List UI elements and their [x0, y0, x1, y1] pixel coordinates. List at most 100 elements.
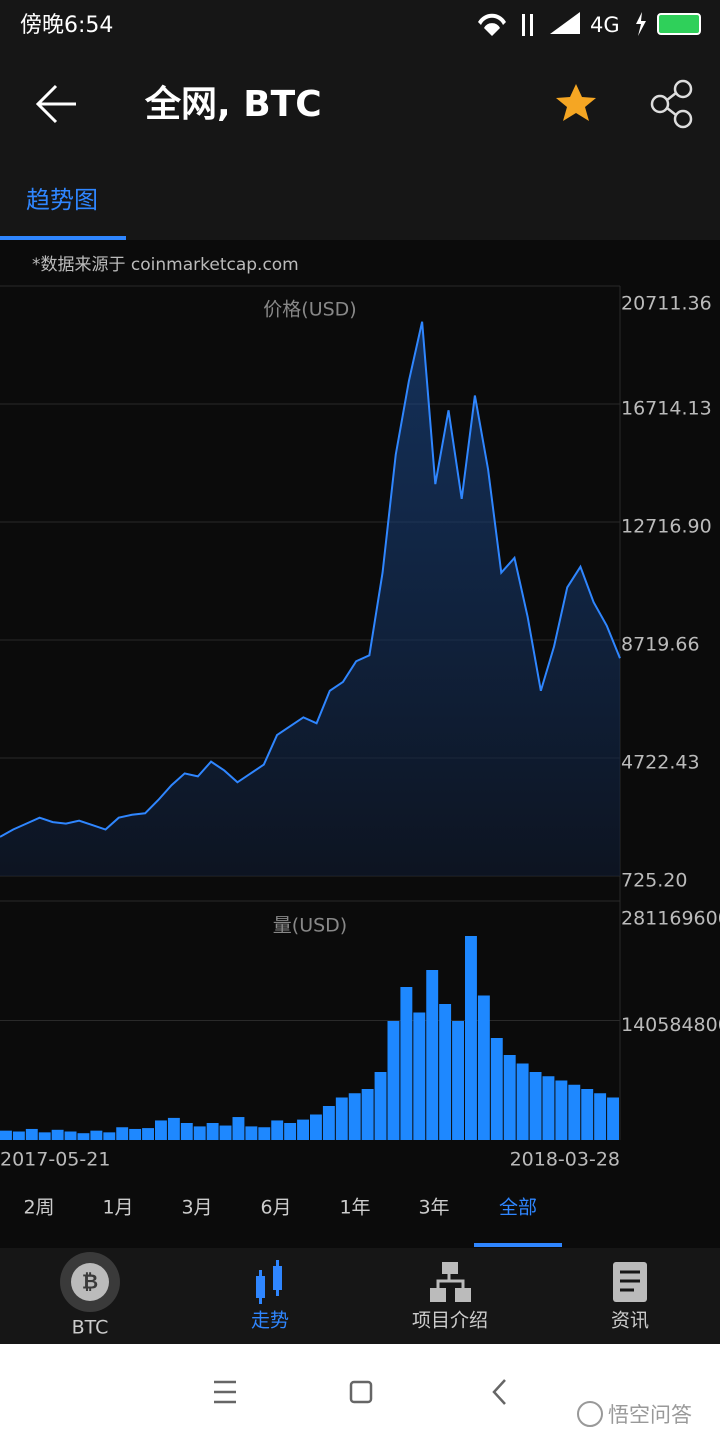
system-nav-bg [0, 1344, 720, 1440]
volume-bar [142, 1128, 154, 1140]
source-note: *数据来源于 coinmarketcap.com [32, 255, 299, 275]
volume-bar [219, 1125, 232, 1140]
watermark-icon [577, 1401, 603, 1427]
volume-bar [245, 1126, 258, 1140]
volume-bar [400, 986, 413, 1140]
status-time: 傍晚6:54 [20, 13, 113, 38]
volume-bar [516, 1063, 529, 1140]
volume-bar [374, 1071, 387, 1140]
volume-bar [465, 935, 477, 1140]
bottom-nav: BTC 走势 项目介绍 资讯 [72, 1310, 649, 1339]
volume-bar [310, 1114, 322, 1140]
period-tab[interactable]: 1月 [102, 1197, 133, 1219]
nav-label[interactable]: BTC [72, 1317, 109, 1339]
volume-bar [193, 1126, 206, 1140]
period-tab[interactable]: 1年 [339, 1197, 370, 1219]
volume-bar [271, 1120, 284, 1140]
volume-bar [581, 1088, 594, 1140]
share-button[interactable] [650, 79, 693, 129]
y-tick-label: 20711.36 [621, 293, 712, 315]
tab-label[interactable]: 趋势图 [26, 186, 98, 214]
charge-icon [636, 12, 646, 36]
x-tick-label: 2017-05-21 [0, 1149, 110, 1171]
volume-bar [361, 1088, 374, 1140]
volume-bar [490, 1037, 503, 1140]
volume-bar [129, 1128, 142, 1140]
volume-bar [322, 1105, 335, 1140]
nav-bg [0, 1248, 720, 1344]
volume-bar [167, 1117, 180, 1140]
btc-icon [71, 1263, 109, 1301]
project-icon[interactable] [430, 1262, 471, 1302]
volume-bar [0, 1130, 12, 1140]
volume-bar [232, 1117, 245, 1140]
volume-bar [12, 1131, 25, 1140]
chart-title: 量(USD) [273, 915, 347, 937]
period-tab[interactable]: 2周 [23, 1197, 54, 1219]
y-tick-label: 16714.13 [621, 397, 712, 419]
system-nav [214, 1379, 506, 1405]
nav-label[interactable]: 走势 [251, 1310, 289, 1332]
period-tab[interactable]: 3年 [418, 1197, 449, 1219]
period-indicator [474, 1243, 562, 1247]
volume-bar [116, 1127, 129, 1140]
y-tick-label: 725.20 [621, 870, 687, 892]
nav-label[interactable]: 资讯 [611, 1310, 649, 1332]
volume-bar [503, 1054, 516, 1140]
favorite-button[interactable] [556, 84, 596, 121]
data-icon [530, 14, 533, 36]
volume-bar [206, 1122, 219, 1140]
menu-button[interactable] [214, 1380, 236, 1404]
period-tab[interactable]: 3月 [181, 1197, 212, 1219]
y-tick-label: 12716.90 [621, 515, 712, 537]
home-button[interactable] [349, 1380, 373, 1404]
watermark: 悟空问答 [608, 1403, 692, 1427]
period-tab[interactable]: 6月 [260, 1197, 291, 1219]
news-icon[interactable] [613, 1262, 647, 1302]
volume-bar [452, 1020, 464, 1140]
volume-bar [77, 1133, 90, 1140]
x-tick-label: 2018-03-28 [510, 1149, 620, 1171]
volume-bar [284, 1122, 297, 1140]
volume-bar [38, 1132, 51, 1140]
volume-bar [529, 1071, 542, 1140]
back-button[interactable] [35, 84, 76, 124]
volume-bar [568, 1084, 581, 1140]
price-area [0, 321, 620, 876]
volume-bar [542, 1076, 555, 1140]
trend-icon[interactable] [256, 1260, 282, 1304]
chart-title: 价格(USD) [263, 299, 356, 321]
volume-bar [51, 1129, 64, 1140]
page-title: 全网, BTC [144, 83, 322, 125]
volume-bar [335, 1097, 348, 1140]
volume-bar [413, 1012, 426, 1140]
volume-bar [477, 995, 490, 1140]
volume-bar [25, 1128, 38, 1140]
y-tick-label: 4722.43 [621, 752, 700, 774]
wifi-icon [478, 13, 506, 36]
y-tick-label: 8719.66 [621, 634, 700, 656]
battery-icon [657, 13, 701, 35]
data-icon [522, 14, 525, 36]
volume-bar [180, 1122, 193, 1140]
volume-bar [64, 1131, 77, 1140]
y-tick-label: 14058480000 [621, 1014, 720, 1036]
status-network: 4G [590, 13, 620, 37]
price-line [0, 321, 621, 838]
volume-bar [426, 969, 439, 1140]
signal-icon [550, 12, 580, 34]
volume-bar [155, 1120, 167, 1140]
nav-label[interactable]: 项目介绍 [412, 1310, 488, 1332]
y-tick-label: 28116960000 [621, 908, 720, 930]
top-bg [0, 0, 720, 240]
volume-bar [258, 1127, 271, 1140]
period-tab[interactable]: 全部 [499, 1197, 537, 1219]
back-system-button[interactable] [492, 1379, 506, 1405]
period-tabs: 2周 1月 3月 6月 1年 3年 全部 [23, 1197, 537, 1219]
volume-bar [387, 1020, 400, 1140]
volume-bar [607, 1097, 619, 1140]
tab-indicator [0, 236, 126, 240]
status-icons [478, 12, 701, 36]
